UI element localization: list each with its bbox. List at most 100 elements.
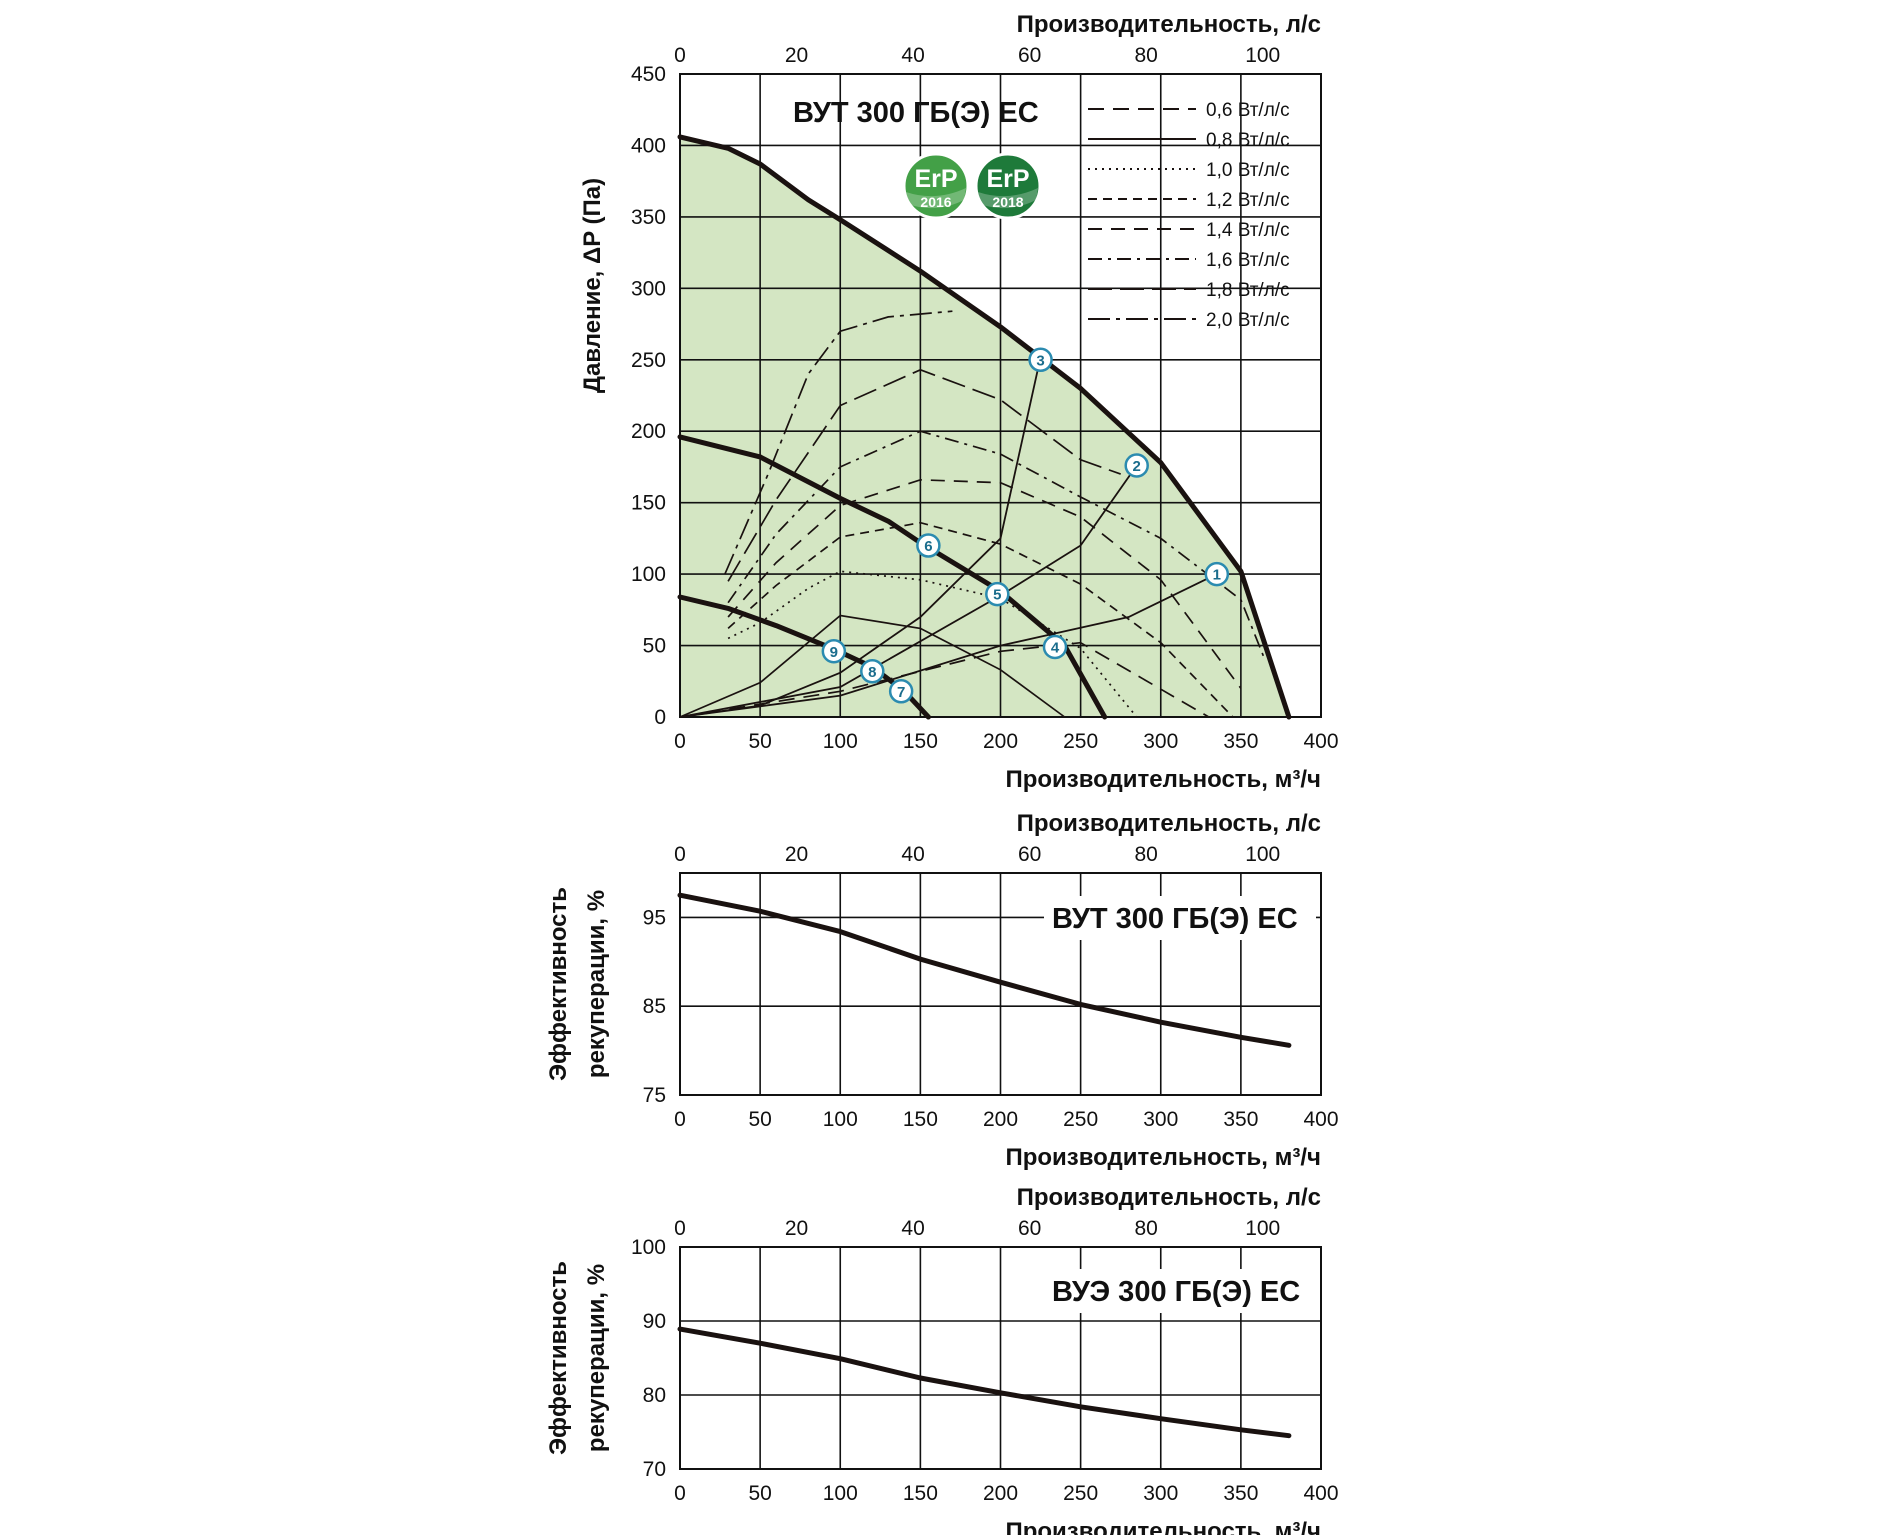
- y-axis-title-line2: рекуперации, %: [583, 1264, 610, 1452]
- x-tick-label: 200: [983, 1108, 1018, 1131]
- y-tick-label: 0: [654, 706, 666, 729]
- x2-tick-label: 0: [674, 44, 686, 67]
- operating-point-label: 1: [1213, 567, 1221, 584]
- x-tick-label: 300: [1143, 730, 1178, 753]
- y-tick-label: 50: [643, 635, 666, 658]
- y-tick-label: 250: [631, 349, 666, 372]
- x2-tick-label: 80: [1135, 44, 1158, 67]
- y-tick-label: 80: [643, 1384, 666, 1407]
- operating-point-marker: [916, 533, 941, 558]
- operating-point-marker: [1028, 347, 1053, 373]
- x-tick-label: 0: [674, 1108, 686, 1131]
- legend-entry-label: 0,8 Вт/л/с: [1206, 130, 1290, 151]
- x2-tick-label: 40: [901, 44, 924, 67]
- x-tick-label: 150: [903, 730, 938, 753]
- legend-entry-label: 1,8 Вт/л/с: [1206, 280, 1290, 301]
- pressure-chart: 0 50 100 150 200 250 300 350 4000501001502002503…: [579, 11, 1339, 793]
- sfp-curve: [679, 641, 1210, 718]
- chart-title-bg: [1044, 896, 1316, 940]
- x2-tick-label: 60: [1018, 1217, 1041, 1240]
- fan-curve: [677, 134, 1292, 720]
- y-tick-label: 400: [631, 134, 666, 157]
- erp-badge-year: 2018: [992, 194, 1023, 210]
- sfp-curve: [727, 478, 1242, 689]
- operating-point-label: 7: [897, 684, 905, 701]
- y-axis-title-line2: рекуперации, %: [583, 890, 610, 1078]
- operating-point-label: 8: [868, 664, 876, 681]
- operating-point-label: 3: [1036, 352, 1044, 369]
- x-tick-label: 350: [1223, 1108, 1258, 1131]
- operating-point-label: 9: [830, 644, 838, 661]
- erp-badge-circle: [974, 152, 1042, 220]
- legend-entry-label: 1,2 Вт/л/с: [1206, 190, 1290, 211]
- erp-badge-year: 2016: [920, 194, 951, 210]
- legend-entry-label: 1,6 Вт/л/с: [1206, 250, 1290, 271]
- x2-tick-label: 40: [901, 1217, 924, 1240]
- x-tick-label: 300: [1143, 1108, 1178, 1131]
- chart-title: ВУТ 300 ГБ(Э) ЕС: [793, 97, 1039, 129]
- efficiency-chart-vue: 0 50 100 150 200 250 300 350 400 70 80 90 100 0 20 40 60…: [545, 1184, 1339, 1535]
- y-tick-label: 200: [631, 420, 666, 443]
- legend-entry-label: 1,4 Вт/л/с: [1206, 220, 1290, 241]
- y-tick-label: 450: [631, 63, 666, 86]
- erp-badge-text: ErP: [986, 165, 1029, 193]
- chart-title: ВУЭ 300 ГБ(Э) ЕС: [1052, 1276, 1300, 1308]
- x-tick-label: 250: [1063, 1108, 1098, 1131]
- x2-tick-label: 100: [1245, 843, 1280, 866]
- x-tick-label: 150: [903, 1482, 938, 1505]
- operating-point-marker: [860, 659, 885, 684]
- system-curve: [679, 573, 1218, 718]
- y-axis-title-line1: Эффективность: [545, 1261, 572, 1455]
- legend: 0,6 Вт/л/с 0,8 Вт/л/с 1,0 Вт/л/с 1,2 Вт/л/с…: [1088, 100, 1290, 331]
- x2-tick-label: 20: [785, 843, 808, 866]
- x-tick-label: 400: [1303, 1482, 1338, 1505]
- x2-tick-label: 60: [1018, 44, 1041, 67]
- plot-frame: [679, 872, 1322, 1096]
- sfp-curve: [679, 614, 1066, 718]
- x2-tick-label: 60: [1018, 843, 1041, 866]
- erp-badge-circle: [902, 152, 970, 220]
- x-tick-label: 100: [823, 1108, 858, 1131]
- y-tick-label: 95: [643, 906, 666, 929]
- operating-point-label: 6: [924, 538, 932, 555]
- operating-point-marker: [821, 639, 847, 664]
- x-axis-title: Производительность, м³/ч: [1005, 1518, 1321, 1535]
- x2-axis-title: Производительность, л/с: [1017, 11, 1321, 38]
- legend-entry-label: 0,6 Вт/л/с: [1206, 100, 1290, 121]
- x-tick-label: 200: [983, 1482, 1018, 1505]
- operating-point-marker: [888, 679, 914, 704]
- x2-tick-label: 20: [785, 44, 808, 67]
- y-tick-label: 300: [631, 277, 666, 300]
- erp-badge-swoosh: [978, 188, 1038, 209]
- x2-tick-label: 80: [1135, 1217, 1158, 1240]
- y-tick-label: 100: [631, 1236, 666, 1259]
- y-axis-title: Давление, ΔP (Па): [579, 178, 606, 393]
- erp-badge-swoosh: [906, 188, 966, 209]
- operating-point-marker: [1204, 561, 1230, 587]
- x2-tick-label: 80: [1135, 843, 1158, 866]
- y-tick-label: 70: [643, 1458, 666, 1481]
- efficiency-chart-vut: 0 50 100 150 200 250 300 350 400 75 85 95 0 20 40 60 80 1…: [545, 810, 1339, 1171]
- x-tick-label: 400: [1303, 730, 1338, 753]
- plot-frame: [679, 73, 1322, 718]
- x-tick-label: 300: [1143, 1482, 1178, 1505]
- erp-badge-text: ErP: [914, 165, 957, 193]
- x2-tick-label: 100: [1245, 1217, 1280, 1240]
- sfp-curve: [727, 570, 1138, 718]
- x2-tick-label: 0: [674, 843, 686, 866]
- chart-title-bg: [1044, 1269, 1316, 1313]
- plot-frame: [679, 1246, 1322, 1470]
- x-axis-title: Производительность, м³/ч: [1005, 766, 1321, 793]
- y-tick-label: 85: [643, 995, 666, 1018]
- y-tick-label: 75: [643, 1084, 666, 1107]
- x2-tick-label: 40: [901, 843, 924, 866]
- x-tick-label: 250: [1063, 730, 1098, 753]
- operating-point-label: 4: [1051, 639, 1060, 656]
- y-axis-title-line1: Эффективность: [545, 887, 572, 1081]
- x-axis-title: Производительность, м³/ч: [1005, 1144, 1321, 1171]
- x-tick-label: 150: [903, 1108, 938, 1131]
- y-tick-label: 100: [631, 563, 666, 586]
- x-tick-label: 350: [1223, 730, 1258, 753]
